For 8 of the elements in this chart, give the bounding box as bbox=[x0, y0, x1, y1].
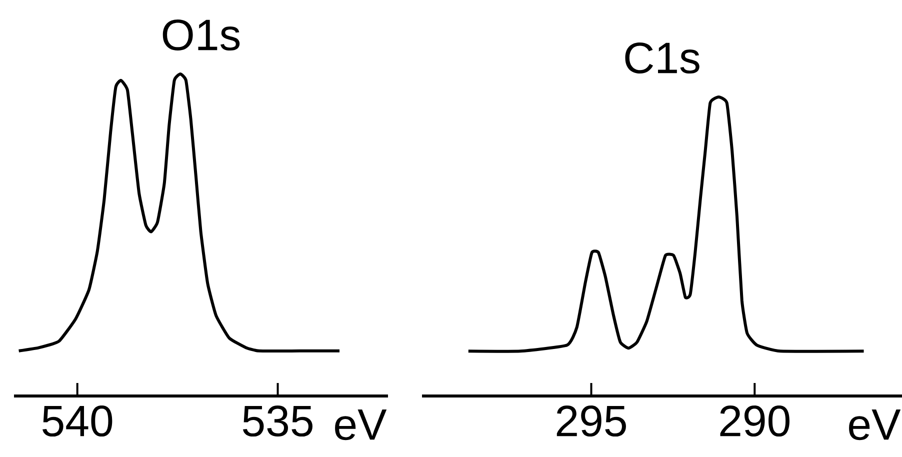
x-axis-title: eV bbox=[335, 410, 387, 440]
x-tick-label: 295 bbox=[556, 406, 626, 437]
x-tick-label: 540 bbox=[42, 406, 112, 437]
chart-title: O1s bbox=[162, 19, 240, 50]
x-tick-label: 535 bbox=[242, 406, 312, 437]
x-tick-label: 290 bbox=[720, 406, 790, 437]
x-axis-title: eV bbox=[849, 410, 901, 440]
chart-title: C1s bbox=[625, 42, 700, 74]
